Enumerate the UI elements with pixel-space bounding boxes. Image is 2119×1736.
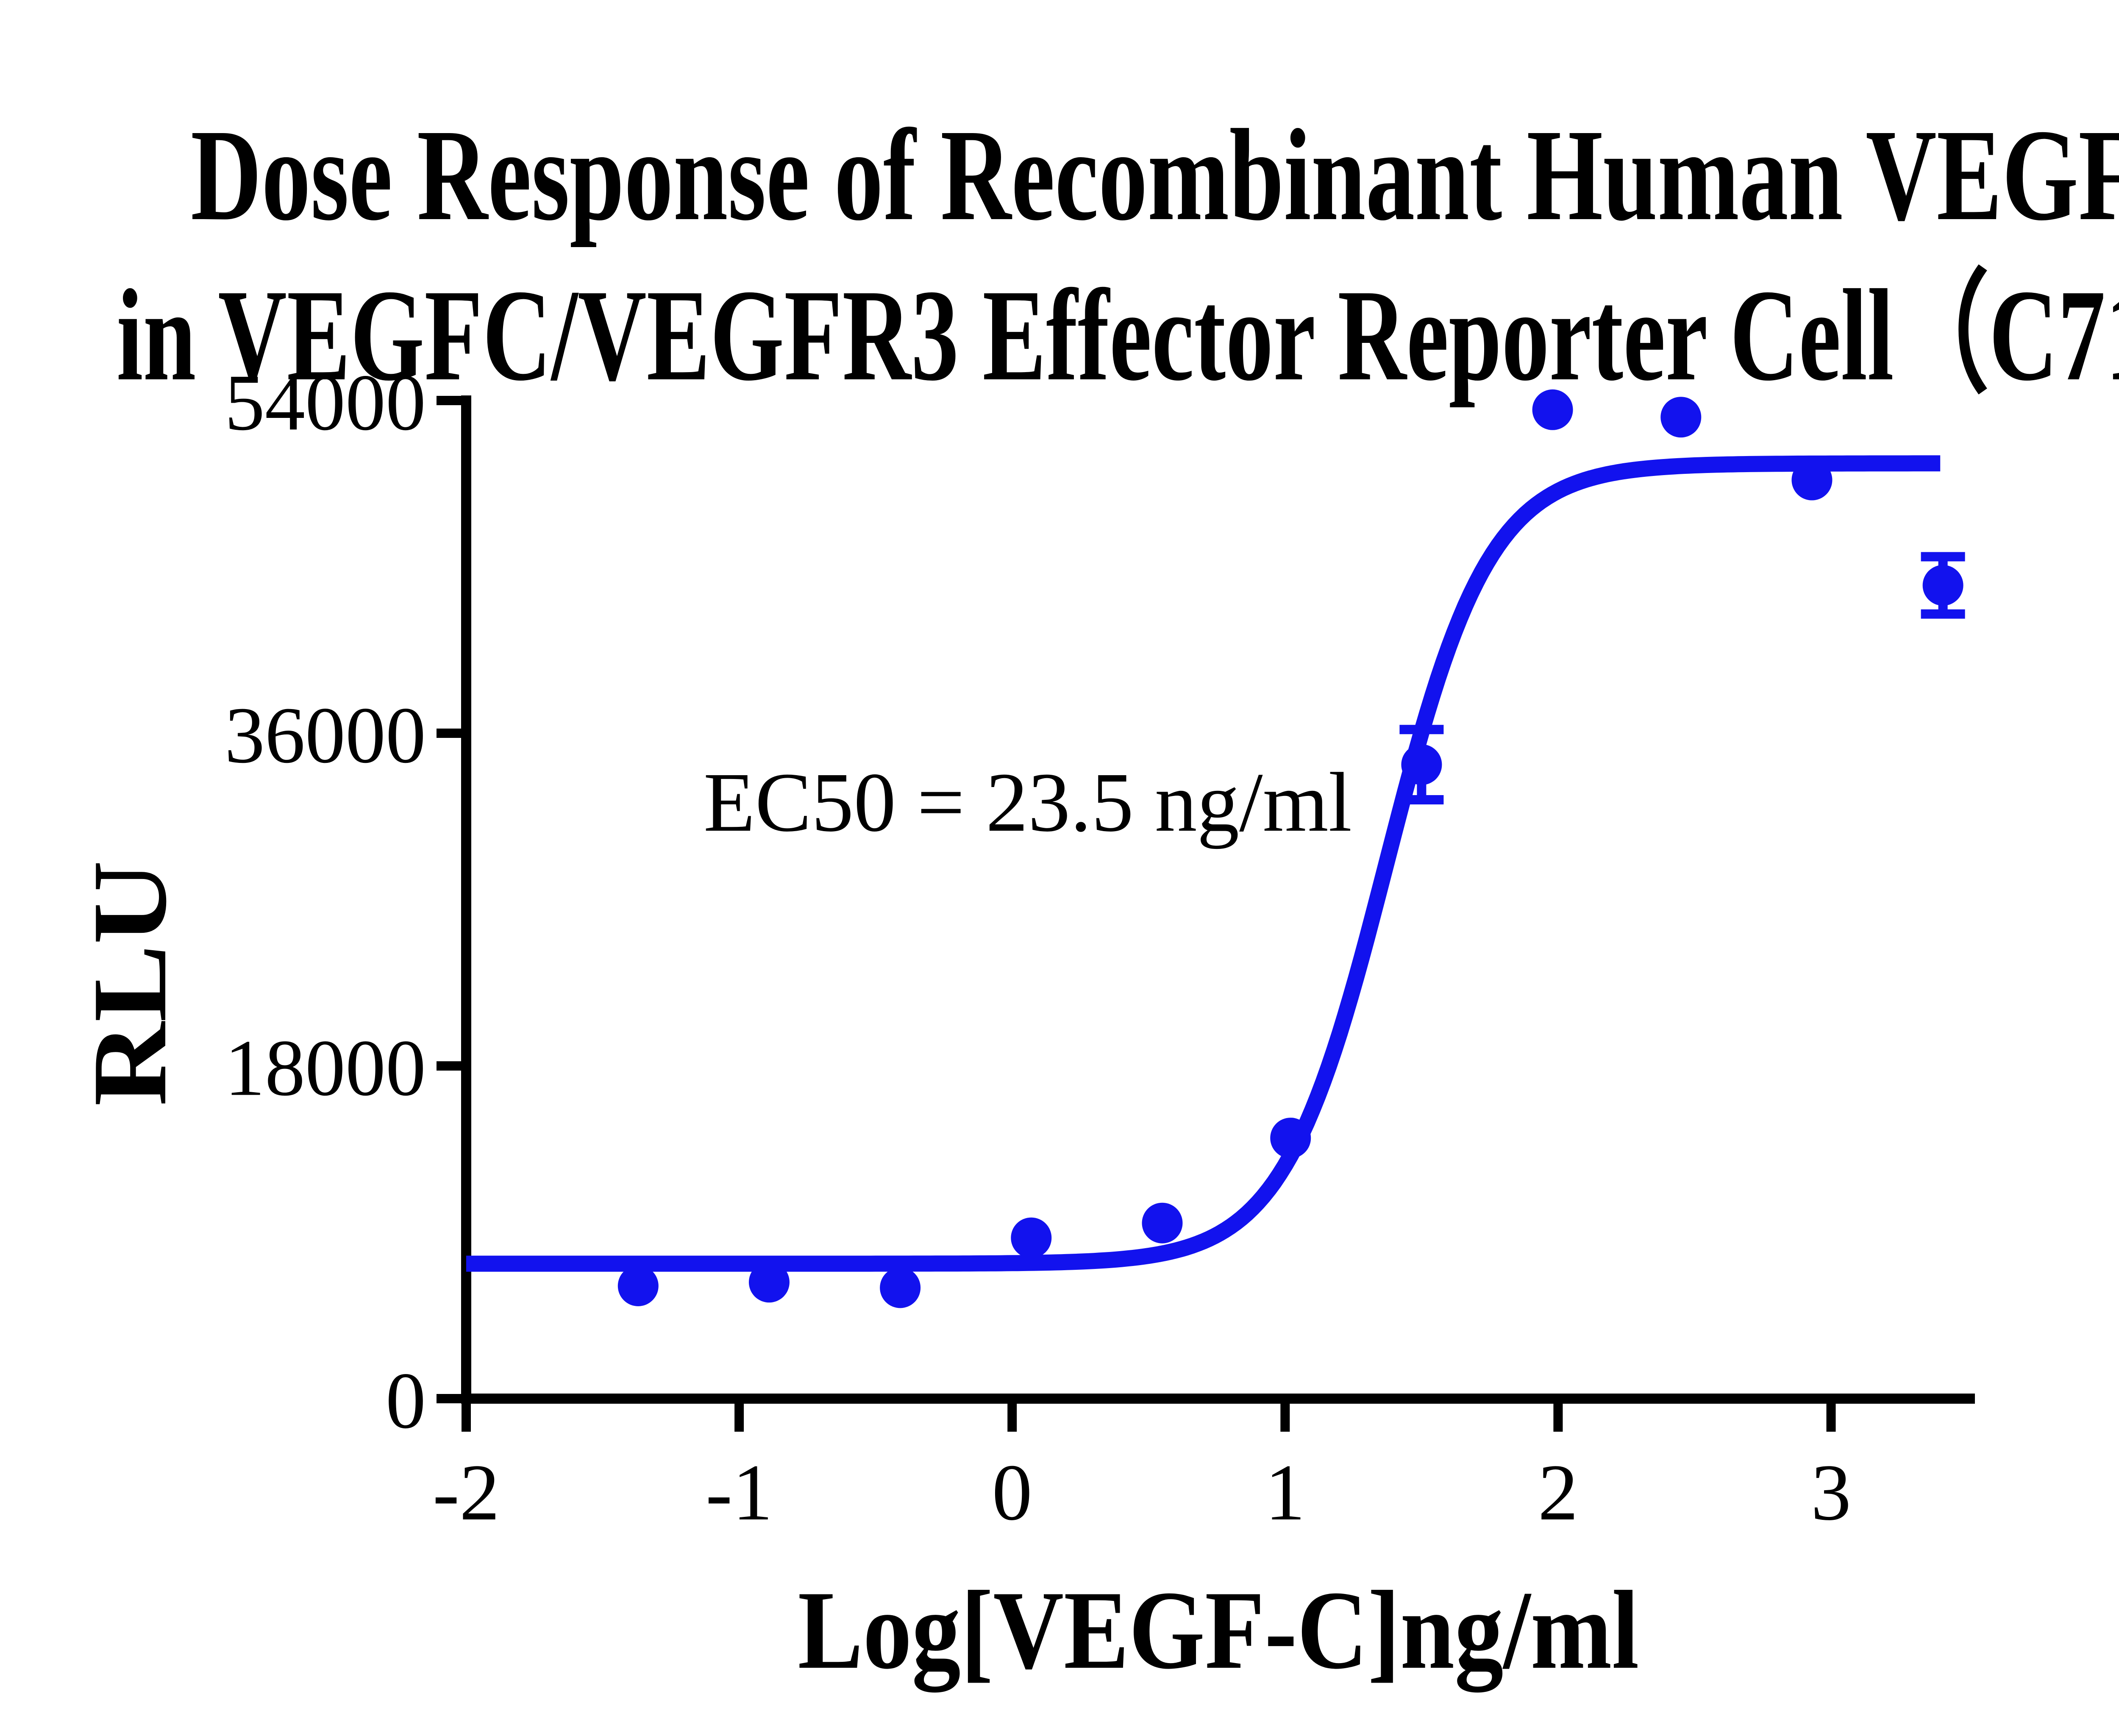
data-point <box>1401 744 1442 785</box>
chart-title-line1: Dose Response of Recombinant Human VEGF-… <box>191 103 2119 248</box>
x-tick-label: -2 <box>433 1448 500 1537</box>
y-tick-label: 0 <box>386 1356 426 1445</box>
data-point <box>1142 1202 1183 1244</box>
x-tick-label: 2 <box>1538 1448 1578 1537</box>
x-tick-label: 1 <box>1265 1448 1305 1537</box>
x-axis-title: Log[VEGF-C]ng/ml <box>798 1568 1639 1694</box>
ec50-annotation: EC50 = 23.5 ng/ml <box>704 756 1352 849</box>
x-tick-label: 0 <box>992 1448 1032 1537</box>
data-point <box>1270 1118 1311 1159</box>
data-point <box>1660 397 1702 438</box>
y-axis-title: RLU <box>71 860 189 1106</box>
y-tick-label: 54000 <box>225 358 426 447</box>
data-point <box>880 1267 921 1308</box>
data-point <box>1011 1217 1052 1258</box>
y-tick-label: 18000 <box>225 1024 426 1113</box>
x-tick-label: -1 <box>706 1448 773 1537</box>
y-tick-label: 36000 <box>225 691 426 780</box>
chart-title-line2: in VEGFC/VEGFR3 Effector Reporter Cell（C… <box>117 262 2119 408</box>
data-point <box>1791 459 1833 501</box>
data-point <box>617 1265 659 1306</box>
data-point <box>1922 565 1963 606</box>
x-tick-label: 3 <box>1811 1448 1851 1537</box>
dose-response-curve <box>463 455 1943 1272</box>
data-point <box>1532 389 1573 430</box>
data-point <box>748 1262 790 1303</box>
